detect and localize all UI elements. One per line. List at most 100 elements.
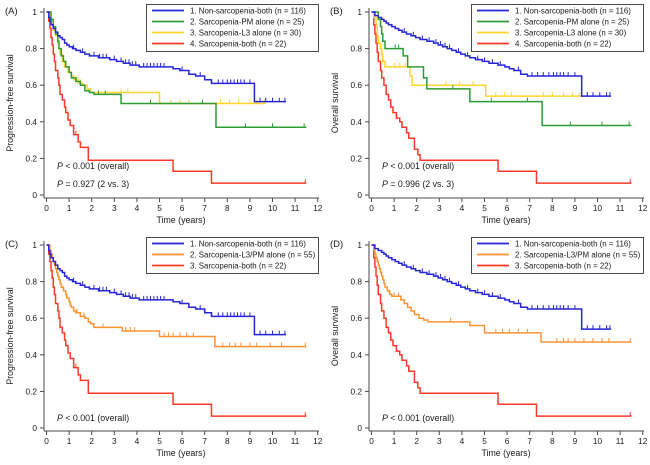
x-tick-label: 3 xyxy=(112,436,117,446)
y-tick-label: 0.4 xyxy=(350,350,362,360)
x-tick-label: 8 xyxy=(225,203,230,213)
x-tick-label: 3 xyxy=(112,203,117,213)
survival-curve-non-sarcopenia-both xyxy=(46,244,287,336)
y-tick-label: 1 xyxy=(32,240,37,250)
x-tick-label: 10 xyxy=(268,436,278,446)
x-tick-label: 9 xyxy=(248,436,253,446)
y-tick-label: 0.6 xyxy=(25,80,37,90)
legend-entry-label: 1. Non-sarcopenia-both (n = 116) xyxy=(515,6,631,15)
x-axis-title: Time (years) xyxy=(481,448,530,458)
legend-entry-label: 3. Sarcopenia-both (n = 22) xyxy=(515,261,612,270)
y-tick-label: 0.6 xyxy=(25,313,37,323)
survival-curve-sarcopenia-l3-alone xyxy=(46,11,266,105)
x-tick-label: 10 xyxy=(593,436,603,446)
legend-entry-label: 2. Sarcopenia-PM alone (n = 25) xyxy=(190,17,305,26)
legend-entry-label: 2. Sarcopenia-PM alone (n = 25) xyxy=(515,17,630,26)
x-tick-label: 9 xyxy=(248,203,253,213)
panel-letter: (D) xyxy=(330,239,343,250)
x-tick-label: 4 xyxy=(135,203,140,213)
y-tick-label: 0.6 xyxy=(350,80,362,90)
p-value-text: P < 0.001 (overall) xyxy=(382,413,454,423)
x-tick-label: 2 xyxy=(414,203,419,213)
p-value-text: P < 0.001 (overall) xyxy=(57,161,129,171)
p-value-text: P = 0.927 (2 vs. 3) xyxy=(57,179,129,189)
x-tick-label: 8 xyxy=(550,436,555,446)
y-tick-label: 0.8 xyxy=(350,44,362,54)
legend-entry-label: 4. Sarcopenia-both (n = 22) xyxy=(190,39,287,48)
x-tick-label: 2 xyxy=(89,203,94,213)
y-axis-title: Overall survival xyxy=(330,73,340,133)
y-axis-title: Progression-free survival xyxy=(5,54,15,151)
y-tick-label: 0.8 xyxy=(25,44,37,54)
x-tick-label: 12 xyxy=(638,203,648,213)
legend-entry-label: 1. Non-sarcopenia-both (n = 116) xyxy=(515,239,631,248)
legend-entry-label: 3. Sarcopenia-L3 alone (n = 30) xyxy=(190,28,302,37)
x-tick-label: 4 xyxy=(135,436,140,446)
x-tick-label: 11 xyxy=(291,436,300,446)
survival-curve-non-sarcopenia-both xyxy=(371,244,612,330)
x-tick-label: 5 xyxy=(482,203,487,213)
x-tick-label: 10 xyxy=(593,203,603,213)
x-tick-label: 12 xyxy=(313,436,323,446)
panel-letter: (B) xyxy=(330,6,343,17)
y-tick-label: 0.4 xyxy=(25,350,37,360)
x-tick-label: 4 xyxy=(460,436,465,446)
x-tick-label: 1 xyxy=(392,203,397,213)
survival-curve-sarcopenia-l3-alone xyxy=(371,11,589,97)
survival-curve-sarcopenia-pm-alone xyxy=(371,11,632,127)
survival-curve-sarcopenia-both xyxy=(371,244,632,417)
survival-curve-sarcopenia-l3pm-alone xyxy=(371,244,632,343)
x-tick-label: 9 xyxy=(573,436,578,446)
y-tick-label: 0 xyxy=(357,423,362,433)
x-axis-title: Time (years) xyxy=(481,215,530,225)
x-tick-label: 2 xyxy=(89,436,94,446)
survival-curve-sarcopenia-both xyxy=(46,11,307,184)
y-tick-label: 0 xyxy=(32,423,37,433)
survival-curve-sarcopenia-both xyxy=(46,244,307,417)
x-tick-label: 7 xyxy=(202,203,207,213)
x-tick-label: 5 xyxy=(157,203,162,213)
legend-entry-label: 3. Sarcopenia-L3 alone (n = 30) xyxy=(515,28,627,37)
panel-letter: (C) xyxy=(5,239,18,250)
survival-curve-non-sarcopenia-both xyxy=(371,11,612,97)
x-tick-label: 11 xyxy=(291,203,300,213)
y-tick-label: 0.4 xyxy=(350,117,362,127)
y-tick-label: 0.8 xyxy=(350,277,362,287)
x-tick-label: 7 xyxy=(527,436,532,446)
y-tick-label: 0 xyxy=(32,190,37,200)
x-tick-label: 12 xyxy=(313,203,323,213)
p-value-text: P < 0.001 (overall) xyxy=(382,161,454,171)
x-tick-label: 0 xyxy=(369,203,374,213)
y-tick-label: 1 xyxy=(357,7,362,17)
y-tick-label: 0.2 xyxy=(25,153,37,163)
x-axis-title: Time (years) xyxy=(156,448,205,458)
y-tick-label: 0.2 xyxy=(350,386,362,396)
x-tick-label: 8 xyxy=(225,436,230,446)
x-tick-label: 3 xyxy=(437,203,442,213)
x-tick-label: 11 xyxy=(616,203,625,213)
x-tick-label: 11 xyxy=(616,436,625,446)
y-axis-title: Progression-free survival xyxy=(5,287,15,384)
y-tick-label: 1 xyxy=(32,7,37,17)
x-tick-label: 6 xyxy=(180,436,185,446)
x-tick-label: 5 xyxy=(482,436,487,446)
survival-curve-sarcopenia-both xyxy=(371,11,632,184)
legend-entry-label: 2. Sarcopenia-L3/PM alone (n = 55) xyxy=(190,250,316,259)
p-value-text: P = 0.996 (2 vs. 3) xyxy=(382,179,454,189)
x-tick-label: 6 xyxy=(505,203,510,213)
x-axis-title: Time (years) xyxy=(156,215,205,225)
x-tick-label: 6 xyxy=(180,203,185,213)
x-tick-label: 0 xyxy=(44,203,49,213)
x-tick-label: 0 xyxy=(369,436,374,446)
x-tick-label: 10 xyxy=(268,203,278,213)
y-tick-label: 0.4 xyxy=(25,117,37,127)
x-tick-label: 8 xyxy=(550,203,555,213)
legend-entry-label: 4. Sarcopenia-both (n = 22) xyxy=(515,39,612,48)
y-tick-label: 1 xyxy=(357,240,362,250)
legend-entry-label: 1. Non-sarcopenia-both (n = 116) xyxy=(190,239,306,248)
y-tick-label: 0.8 xyxy=(25,277,37,287)
x-tick-label: 3 xyxy=(437,436,442,446)
